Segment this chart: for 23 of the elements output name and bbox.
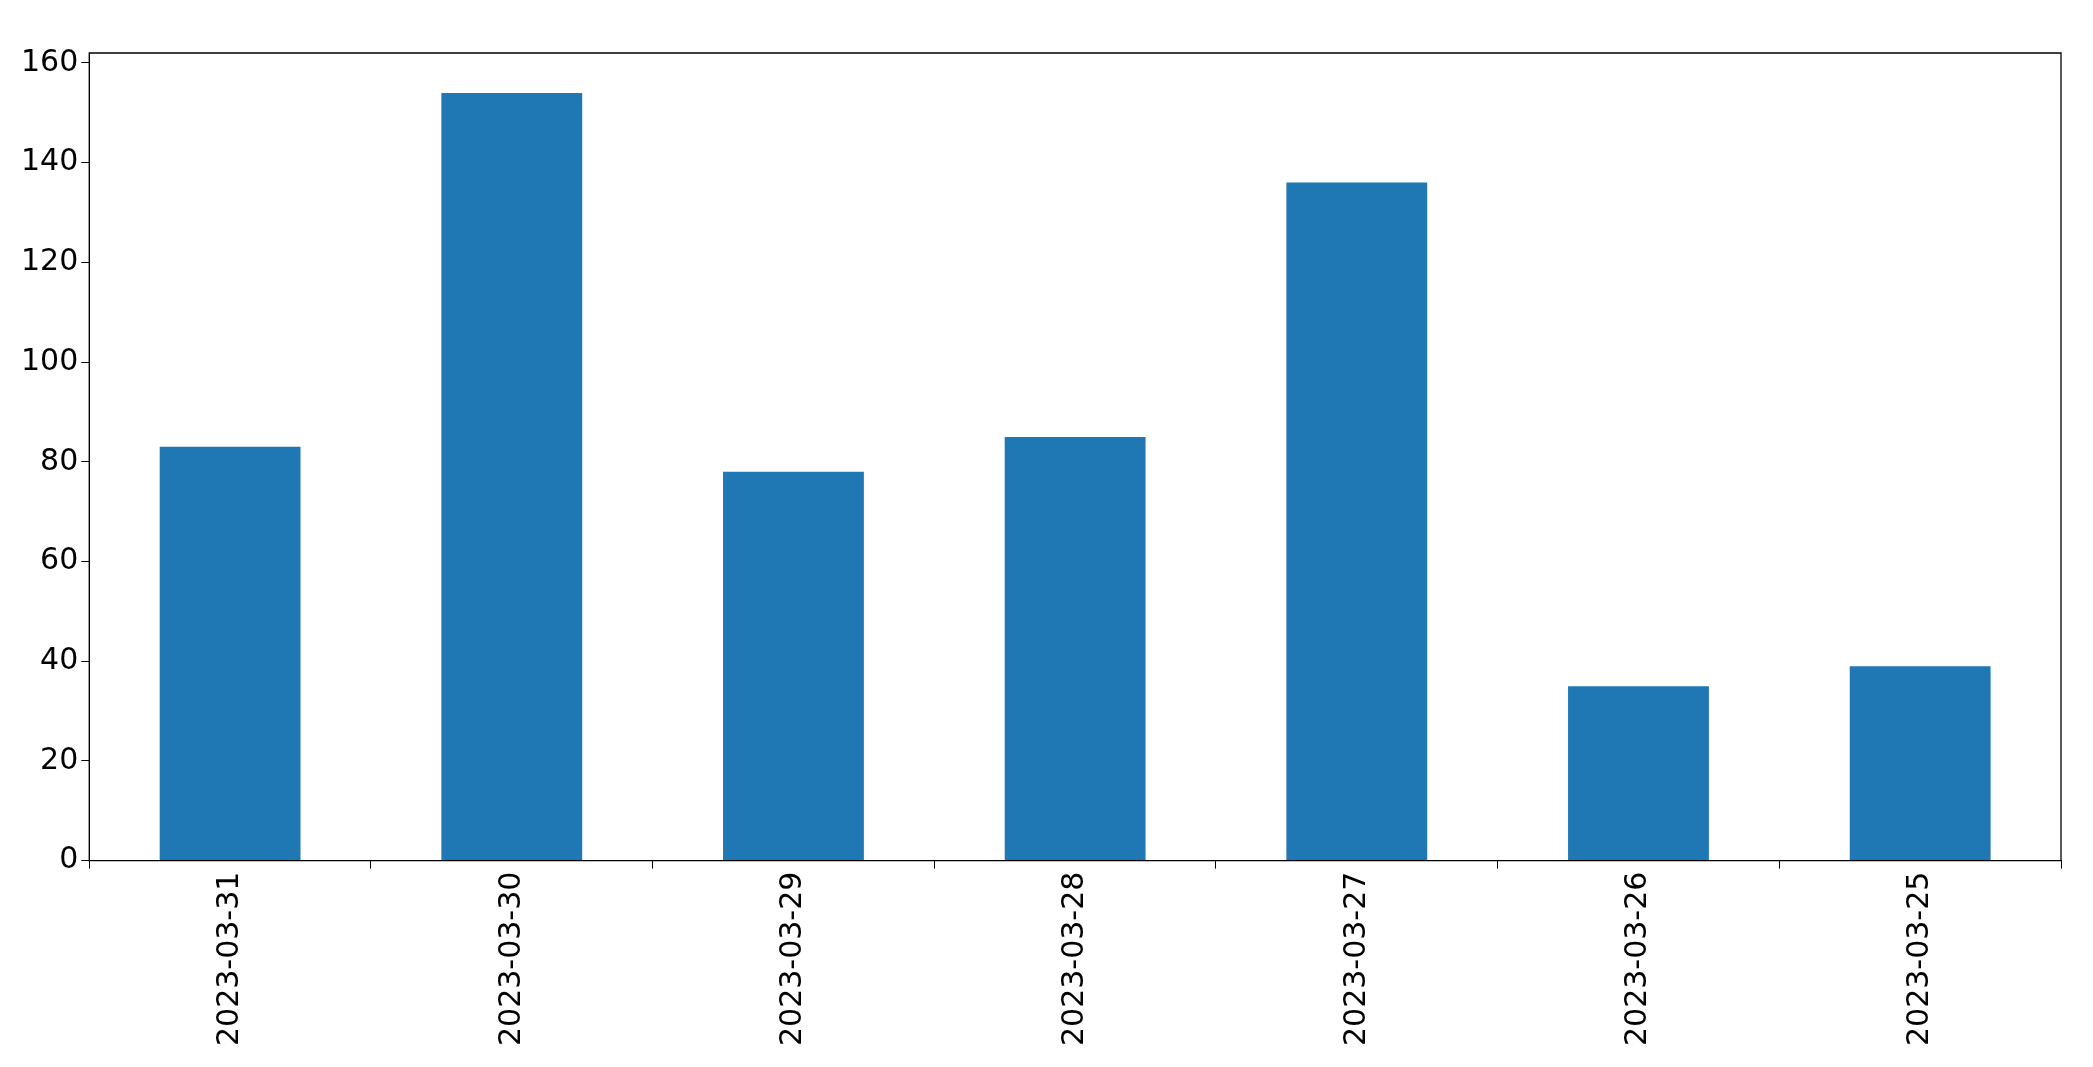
y-tick-label: 140 (21, 142, 79, 178)
x-tick-label: 2023-03-31 (209, 871, 245, 1047)
x-tick-label: 2023-03-27 (1336, 871, 1372, 1047)
y-tick-label: 100 (21, 341, 79, 377)
y-tick-label: 80 (40, 441, 79, 477)
y-tick-label: 120 (21, 242, 79, 278)
bar (1286, 182, 1428, 861)
x-tick-label: 2023-03-28 (1054, 871, 1090, 1047)
x-tick-label: 2023-03-29 (773, 871, 809, 1047)
bar (1568, 686, 1709, 861)
y-tick-label: 60 (40, 541, 79, 577)
y-tick-label: 40 (40, 641, 79, 677)
bar (1004, 436, 1146, 861)
bar (441, 92, 583, 861)
x-tick-label: 2023-03-30 (491, 871, 527, 1047)
y-tick-label: 0 (59, 840, 79, 876)
bar (723, 471, 864, 861)
x-tick-label: 2023-03-26 (1618, 871, 1654, 1047)
bar (1849, 666, 1991, 861)
x-tick-label: 2023-03-25 (1899, 871, 1935, 1047)
bar (159, 446, 301, 861)
y-tick-label: 20 (40, 740, 79, 776)
y-tick-label: 160 (21, 42, 79, 78)
